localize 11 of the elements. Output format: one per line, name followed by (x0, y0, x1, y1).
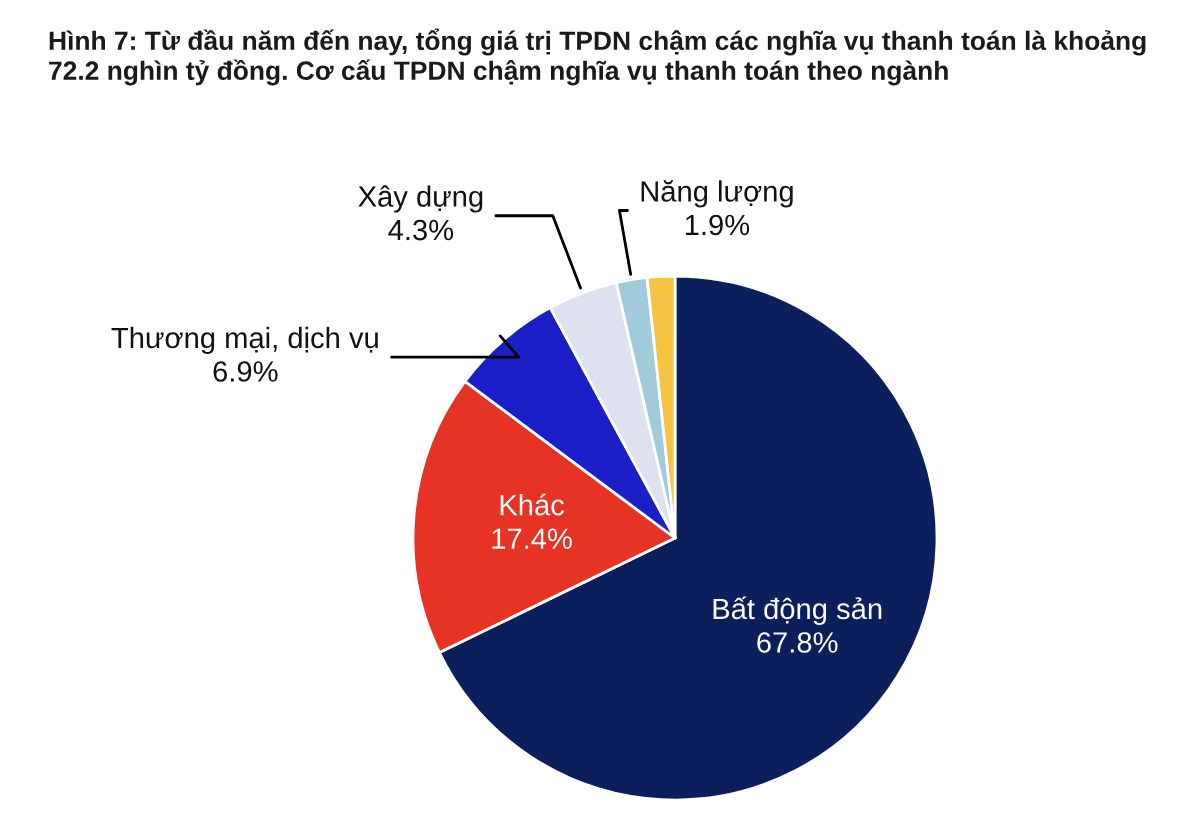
chart-title: Hình 7: Từ đầu năm đến nay, tổng giá trị TPDN chậm các nghĩa vụ thanh toán là khoảng 72.2 nghìn tỷ đồng. Cơ cấu TPDN chậm nghĩa vụ thanh toán theo ngành (49, 28, 1146, 86)
data-label: 67.8% (757, 632, 838, 653)
slice-label: Bất động sản (713, 596, 882, 626)
slice-label: Thương mại, dịch vụ (111, 326, 378, 355)
slice-label: Năng lượng (641, 179, 793, 208)
slice-label: Xây dựng (358, 185, 483, 213)
data-label: 4.3% (388, 219, 454, 241)
data-label: 1.9% (685, 214, 750, 236)
data-label: 6.9% (213, 361, 278, 382)
data-label: 17.4% (492, 528, 572, 549)
slice-label: Khác (500, 493, 565, 516)
